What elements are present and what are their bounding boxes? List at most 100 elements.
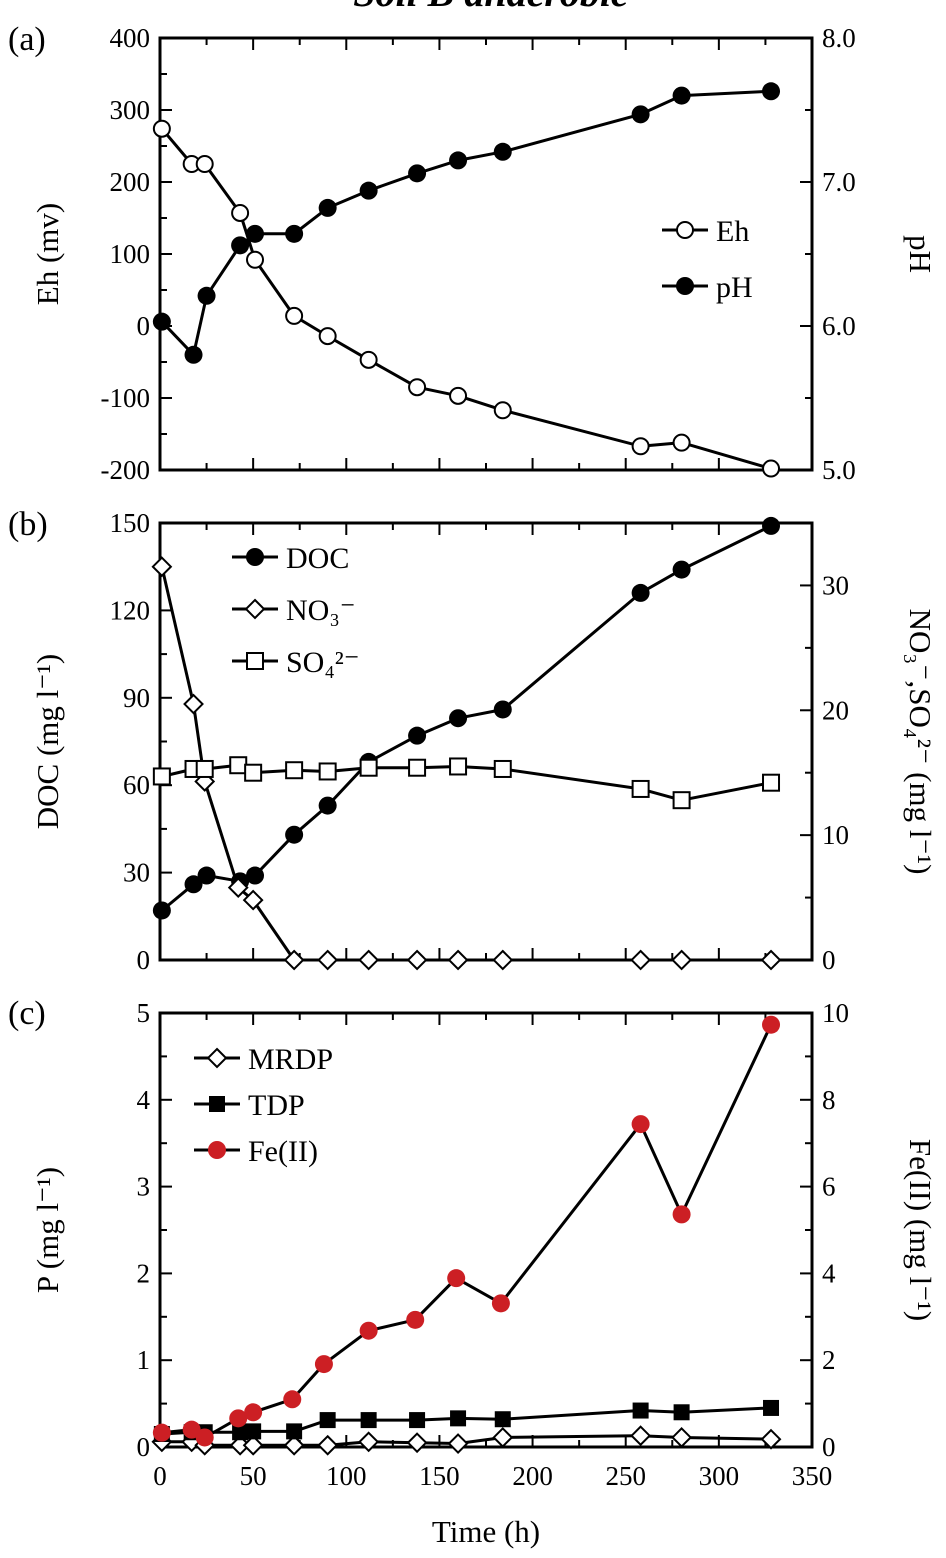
data-point	[246, 250, 265, 269]
x-tick-label: 50	[240, 1461, 267, 1491]
data-point	[314, 1355, 333, 1374]
data-point	[492, 1427, 514, 1448]
data-point	[317, 949, 339, 971]
data-point	[408, 726, 427, 745]
data-point	[632, 1402, 649, 1419]
y-right-tick-label: 7.0	[822, 167, 856, 197]
data-point	[762, 459, 781, 478]
data-point	[492, 949, 514, 971]
data-point	[227, 877, 249, 898]
data-point	[631, 1115, 650, 1134]
panel-1: -200 -100 0 100 200 300 400 5.0 6.0 7.0 8.0 Eh (mv)…	[8, 21, 938, 485]
data-point	[493, 759, 512, 778]
data-point	[319, 1412, 336, 1429]
data-point	[762, 82, 781, 101]
y-right-tick-label: 10	[822, 998, 849, 1028]
legend-marker	[246, 548, 264, 566]
data-point	[359, 181, 378, 200]
data-point	[359, 758, 378, 777]
y-right-tick-label: 5.0	[822, 455, 856, 485]
data-point	[244, 763, 263, 782]
data-point	[450, 1410, 467, 1427]
legend-marker	[246, 652, 264, 670]
data-point	[195, 759, 214, 778]
y-right-tick-label: 8	[822, 1085, 836, 1115]
x-tick-label: 100	[326, 1461, 367, 1491]
panel-2: 0 30 60 90 120 150 0 10 20 30 DOC (mg l⁻¹) NO₃⁻,SO₄…	[8, 506, 938, 975]
legend: Eh pH	[662, 215, 753, 304]
data-point	[672, 433, 691, 452]
plot-frame	[158, 1011, 814, 1449]
data-point	[285, 306, 304, 325]
data-point	[449, 151, 468, 170]
y-left-tick-label: 60	[123, 770, 150, 800]
y-left-tick-label: 150	[110, 508, 151, 538]
legend-label: DOC	[286, 542, 349, 575]
legend-label: pH	[716, 271, 753, 304]
data-point	[242, 889, 264, 911]
data-point	[359, 350, 378, 369]
series-2	[151, 556, 782, 971]
data-point	[152, 767, 171, 786]
x-tick-label: 300	[699, 1461, 740, 1491]
data-point	[493, 700, 512, 719]
data-point	[491, 1294, 510, 1313]
data-point	[493, 142, 512, 161]
x-tick-label: 200	[512, 1461, 553, 1491]
data-point	[152, 901, 171, 920]
data-point	[182, 1420, 201, 1439]
data-point	[672, 86, 691, 105]
x-axis-label: Time (h)	[432, 1514, 540, 1549]
y-right-tick-label: 10	[822, 820, 849, 850]
series-3	[152, 1015, 781, 1447]
legend-label: Fe(II)	[248, 1135, 318, 1168]
data-point	[231, 236, 250, 255]
series-1	[152, 516, 781, 920]
data-point	[671, 1427, 693, 1448]
data-point	[246, 224, 265, 243]
data-point	[183, 693, 204, 715]
y-left-tick-label: 0	[137, 311, 151, 341]
data-point	[762, 773, 781, 792]
data-point	[449, 709, 468, 728]
y-left-tick-label: 90	[123, 683, 150, 713]
data-point	[318, 327, 337, 346]
y-right-axis-label: Fe(II) (mg l⁻¹)	[903, 1139, 938, 1321]
data-point	[197, 866, 216, 885]
y-right-tick-label: 0	[822, 1432, 836, 1462]
x-tick-label: 250	[605, 1461, 646, 1491]
data-point	[318, 198, 337, 217]
data-point	[232, 1424, 249, 1441]
legend-marker	[206, 1047, 228, 1069]
y-right-tick-label: 6	[822, 1172, 836, 1202]
series-2	[152, 82, 781, 364]
data-point	[359, 1321, 378, 1340]
data-point	[447, 1269, 466, 1288]
legend-label: TDP	[248, 1089, 305, 1122]
data-point	[760, 949, 782, 971]
data-point	[449, 386, 468, 405]
legend-label: MRDP	[248, 1043, 333, 1076]
y-right-tick-label: 30	[822, 570, 849, 600]
y-left-tick-label: 120	[110, 595, 151, 625]
y-right-tick-label: 8.0	[822, 23, 856, 53]
data-point	[285, 825, 304, 844]
data-point	[184, 345, 203, 364]
series-1	[152, 119, 781, 478]
data-point	[447, 1433, 469, 1454]
data-point	[630, 949, 652, 971]
y-left-tick-label: -100	[101, 383, 151, 413]
data-point	[762, 1015, 781, 1034]
legend-marker	[244, 598, 266, 620]
x-tick-label: 0	[153, 1461, 167, 1491]
y-left-tick-label: 300	[110, 95, 151, 125]
data-point	[195, 155, 214, 173]
y-left-tick-label: 5	[137, 998, 151, 1028]
data-point	[197, 286, 216, 305]
y-left-axis-label: Eh (mv)	[30, 203, 65, 305]
legend-marker	[676, 221, 694, 239]
data-point	[762, 516, 781, 535]
data-point	[760, 1428, 782, 1450]
